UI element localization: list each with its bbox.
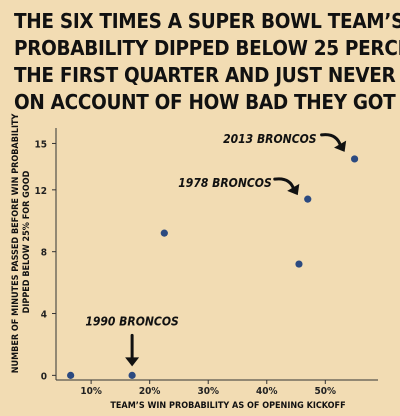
data-point	[295, 260, 303, 268]
x-tick-label: 30%	[197, 386, 219, 397]
x-tick-label: 50%	[315, 386, 337, 397]
annotation-arrow-shaft	[273, 177, 296, 191]
annotation-label: 1978 BRONCOS	[178, 176, 272, 190]
x-tick-label: 40%	[256, 386, 278, 397]
title-line-1: THE SIX TIMES A SUPER BOWL TEAM’S WIN	[14, 9, 400, 33]
annotation-arrow-head	[125, 357, 140, 367]
annotation-arrow-shaft	[320, 133, 343, 148]
data-point	[350, 155, 359, 163]
annotation-label: 1990 BRONCOS	[85, 314, 179, 328]
annotation-arrow-head	[287, 183, 300, 196]
y-tick-label: 8	[41, 248, 47, 259]
y-axis-label: NUMBER OF MINUTES PASSED BEFORE WIN PROB…	[11, 111, 32, 374]
y-axis-label-line-2: DIPPED BELOW 25% FOR GOOD	[22, 170, 32, 313]
y-tick-label: 4	[41, 310, 47, 321]
annotation-label: 2013 BRONCOS	[223, 132, 317, 146]
plot-area: 0 4 8 12 15 10% 20% 30% 40% 50% 1990 BRONCOS 1978 B…	[34, 128, 378, 397]
y-tick-label: 0	[41, 371, 47, 382]
data-point	[160, 229, 168, 237]
annotation-arrow-head	[334, 140, 347, 152]
title-line-3: THE FIRST QUARTER AND JUST NEVER CAME BA…	[14, 63, 400, 87]
chart-title: THE SIX TIMES A SUPER BOWL TEAM’S WIN PR…	[14, 9, 400, 114]
y-tick-label: 12	[34, 186, 47, 197]
x-tick-label: 10%	[80, 386, 102, 397]
data-point	[67, 371, 75, 379]
data-point	[304, 195, 312, 203]
title-line-4: ON ACCOUNT OF HOW BAD THEY GOT WHOOPED	[14, 90, 400, 114]
y-axis-label-line-1: NUMBER OF MINUTES PASSED BEFORE WIN PROB…	[11, 113, 21, 373]
x-axis-label: TEAM’S WIN PROBABILITY AS OF OPENING KIC…	[110, 401, 345, 411]
y-tick-label: 15	[34, 139, 47, 150]
data-point	[128, 371, 136, 379]
x-tick-label: 20%	[139, 386, 161, 397]
title-line-2: PROBABILITY DIPPED BELOW 25 PERCENT IN	[14, 36, 400, 60]
